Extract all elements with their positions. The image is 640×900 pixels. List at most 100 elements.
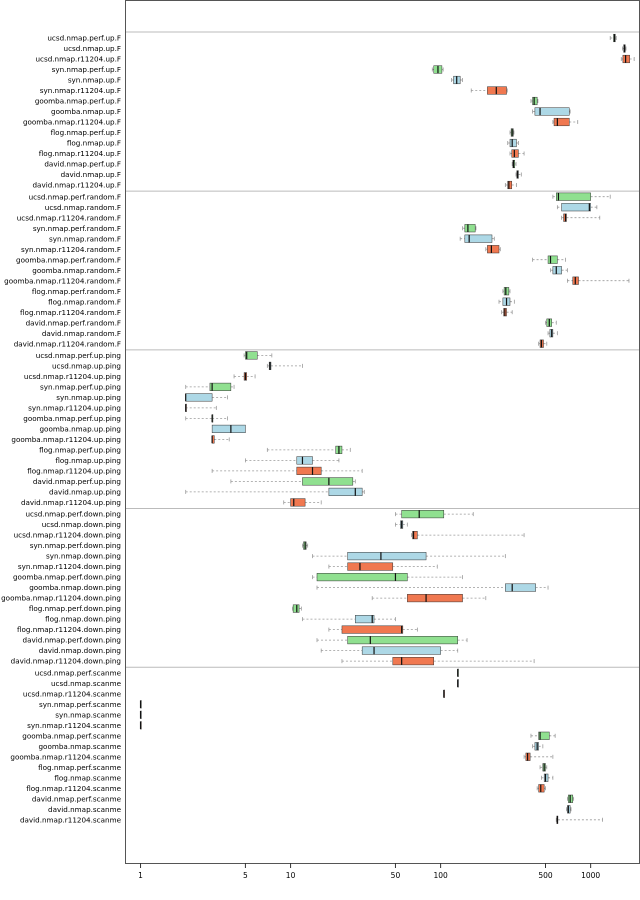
row-label: david.nmap.r11204.down.ping [11, 657, 121, 666]
x-axis: 1 5 10 50 100 500 1000 [138, 863, 600, 880]
box-iqr [503, 287, 510, 296]
box-iqr [509, 138, 517, 148]
box-row [443, 689, 445, 698]
box-row [431, 65, 444, 74]
box-row [536, 784, 546, 793]
row-label: david.nmap.scanme [48, 805, 122, 814]
row-label: syn.nmap.r11204.up.ping [28, 404, 121, 413]
box-row [515, 170, 522, 179]
box-row [243, 351, 273, 360]
box-row [532, 107, 571, 116]
box-row [470, 86, 508, 95]
box-row [567, 276, 630, 285]
box-row [185, 393, 228, 402]
box-row [561, 213, 601, 222]
box-iqr [185, 393, 213, 402]
box-iqr [355, 615, 375, 624]
box-row [341, 657, 535, 666]
box-iqr [561, 203, 591, 212]
box-row [541, 773, 554, 782]
box-row [566, 805, 572, 814]
x-tick-label: 10 [286, 871, 296, 880]
row-label: ucsd.nmap.perf.down.ping [26, 510, 122, 519]
row-label: david.nmap.random.F [42, 329, 121, 338]
box-row [539, 763, 548, 772]
x-tick-label: 50 [391, 871, 401, 880]
box-row [266, 361, 303, 370]
row-label: syn.nmap.up.ping [56, 393, 121, 402]
box-iqr [532, 96, 538, 106]
row-label: flog.nmap.r11204.up.ping [27, 467, 121, 476]
box-iqr [328, 487, 363, 496]
box-iqr [534, 107, 570, 116]
box-row [139, 700, 142, 709]
box-iqr [245, 351, 258, 360]
box-row [292, 604, 302, 613]
box-row [411, 531, 525, 540]
row-label: flog.nmap.perf.scanme [38, 763, 121, 772]
row-label: ucsd.nmap.up.F [64, 44, 121, 53]
box-row [185, 487, 365, 496]
row-label: syn.nmap.perf.random.F [33, 224, 121, 233]
row-label: syn.nmap.r11204.up.F [40, 86, 121, 95]
box-row [139, 721, 142, 730]
row-label: goomba.nmap.r11204.up.F [23, 118, 121, 127]
row-label: syn.nmap.perf.up.ping [40, 383, 121, 392]
row-label: goomba.nmap.scanme [39, 742, 122, 751]
row-label: david.nmap.perf.up.F [44, 160, 121, 169]
x-tick-label: 1 [138, 871, 143, 880]
box-row [532, 742, 544, 751]
box-row [485, 245, 501, 254]
box-iqr [552, 266, 562, 275]
box-row [622, 44, 627, 53]
row-label: david.nmap.r11204.scanme [20, 815, 122, 824]
box-row [502, 287, 511, 296]
x-tick-label: 500 [538, 871, 553, 880]
box-iqr [341, 625, 404, 634]
box-iqr [543, 773, 549, 782]
box-row [509, 149, 525, 158]
row-label: flog.nmap.perf.up.ping [39, 446, 121, 455]
box-row [552, 117, 579, 127]
row-label: flog.nmap.perf.down.ping [29, 604, 121, 613]
row-label: flog.nmap.perf.random.F [32, 287, 121, 296]
box-row [371, 594, 487, 603]
row-label: ucsd.nmap.perf.up.F [47, 34, 121, 43]
row-label: goomba.nmap.r11204.scanme [10, 752, 121, 761]
box-iqr [347, 552, 427, 561]
box-iqr [505, 583, 536, 592]
box-row [312, 573, 463, 582]
group-separators [126, 31, 639, 668]
row-label: david.nmap.up.ping [49, 488, 121, 497]
box-row [511, 159, 517, 169]
box-row [316, 583, 549, 592]
row-label: flog.nmap.r11204.scanme [26, 784, 121, 793]
box-row [507, 138, 519, 148]
box-row [504, 180, 517, 190]
row-label: goomba.nmap.down.ping [29, 583, 121, 592]
x-tick-label: 1000 [581, 871, 600, 880]
box-row [245, 456, 340, 465]
row-label: flog.nmap.down.ping [45, 615, 121, 624]
row-label: syn.nmap.r11204.random.F [21, 245, 121, 254]
row-label: ucsd.nmap.perf.up.ping [36, 351, 121, 360]
box-row [312, 552, 506, 561]
box-row [185, 414, 228, 423]
box-row [211, 466, 363, 475]
box-row [457, 668, 459, 677]
box-row [556, 203, 598, 212]
box-row [233, 372, 256, 381]
box-iqr [538, 784, 545, 793]
box-row [139, 710, 142, 719]
box-iqr [622, 54, 630, 64]
box-iqr [347, 562, 394, 571]
box-row [457, 679, 459, 688]
row-label: syn.nmap.up.F [68, 76, 121, 85]
box-row [550, 266, 568, 275]
box-iqr [296, 466, 322, 475]
row-label: flog.nmap.up.ping [55, 456, 121, 465]
box-row [283, 498, 322, 507]
row-label: goomba.nmap.perf.down.ping [13, 573, 121, 582]
box-iqr [211, 424, 246, 433]
box-iqr [401, 510, 445, 519]
